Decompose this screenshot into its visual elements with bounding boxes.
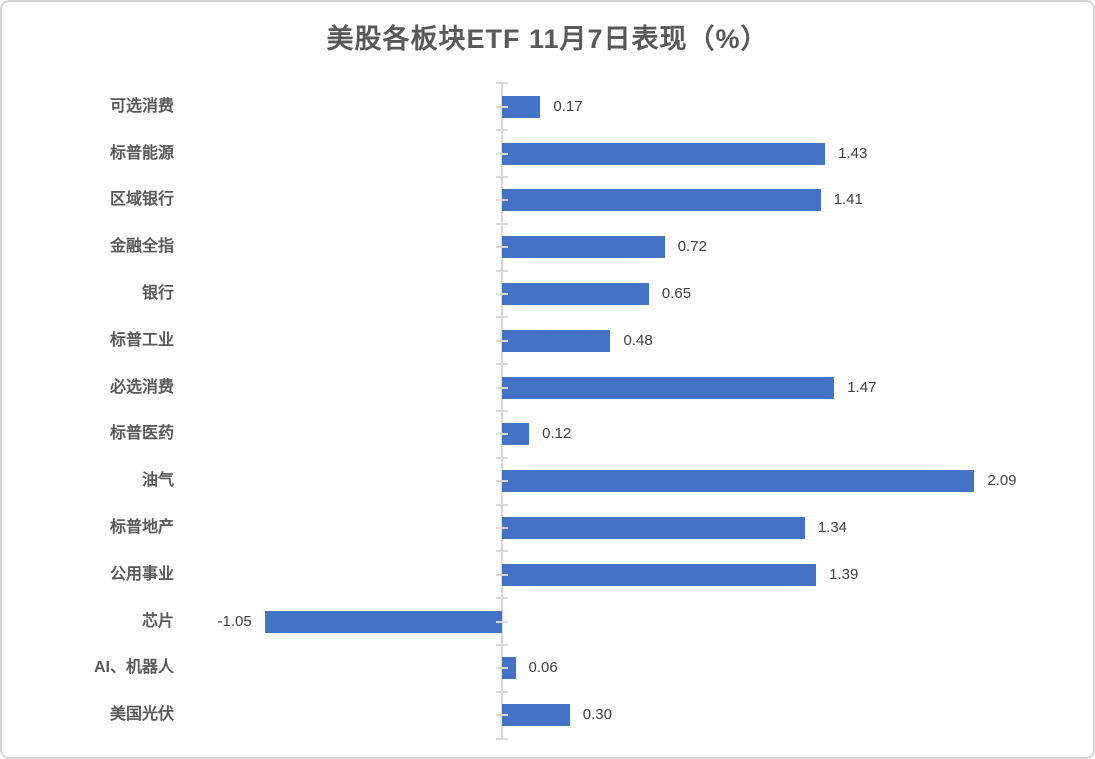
category-label: 标普地产 [109,519,174,536]
axis-boundary-tick [496,176,508,178]
axis-boundary-tick [496,690,508,693]
value-label: 1.43 [838,144,868,162]
axis-center-tick [496,667,508,670]
axis-boundary-tick [496,737,508,740]
category-label: 油气 [141,472,174,490]
category-label: 金融全指 [109,238,174,256]
value-label: 0.72 [677,238,707,256]
value-label: 2.09 [987,472,1017,490]
bar [502,470,975,493]
bar [502,376,835,399]
value-label: 1.39 [829,565,859,583]
category-label: 美国光伏 [109,706,174,724]
axis-center-tick [496,573,508,576]
axis-boundary-tick [496,644,508,646]
axis-boundary-tick [496,410,508,412]
value-label: 1.41 [833,191,863,209]
axis-center-tick [496,714,508,717]
axis-center-tick [496,246,508,249]
axis-center-tick [496,480,508,483]
axis-center-tick [496,105,508,108]
category-label: 公用事业 [109,565,174,583]
bar [502,704,570,727]
category-label: 标普能源 [109,144,174,162]
bar [502,657,516,680]
bar [502,95,541,118]
category-label: 标普医药 [109,425,174,443]
category-label: 芯片 [141,612,174,630]
bar [502,236,665,259]
axis-boundary-tick [496,363,508,366]
axis-center-tick [496,386,508,389]
axis-center-tick [496,199,508,202]
value-label: 0.30 [582,706,612,724]
category-label: 区域银行 [109,191,174,209]
axis-center-tick [496,293,508,295]
bar [502,423,530,446]
bar [502,563,817,586]
axis-center-tick [496,433,508,436]
value-label: 0.12 [542,425,572,443]
axis-center-tick [496,152,508,155]
category-label: 银行 [141,285,174,302]
bar [502,517,805,539]
axis-boundary-tick [496,597,508,600]
axis-boundary-tick [496,82,508,85]
axis-boundary-tick [496,316,508,319]
value-label: 0.17 [553,97,583,115]
category-label: 可选消费 [109,97,174,115]
value-label: 0.65 [661,285,692,302]
category-label: 标普工业 [109,331,174,349]
axis-boundary-tick [496,456,508,459]
bar [502,142,826,165]
axis-boundary-tick [496,222,508,225]
axis-center-tick [496,527,508,529]
bar [502,189,821,212]
value-label: 1.47 [847,378,877,396]
axis-center-tick [496,339,508,342]
chart-title: 美股各板块ETF 11月7日表现（%） [326,24,769,54]
value-label: -1.05 [217,612,252,630]
axis-center-tick [496,620,508,623]
bar [502,329,611,352]
bar [502,283,649,305]
value-label: 1.34 [817,519,848,536]
value-label: 0.06 [528,659,558,677]
axis-boundary-tick [496,269,508,272]
axis-boundary-tick [496,503,508,506]
axis-boundary-tick [496,129,508,132]
value-label: 0.48 [623,331,653,349]
axis-boundary-tick [496,550,508,553]
category-label: AI、机器人 [93,659,174,677]
bar [264,610,502,633]
category-label: 必选消费 [109,378,174,396]
